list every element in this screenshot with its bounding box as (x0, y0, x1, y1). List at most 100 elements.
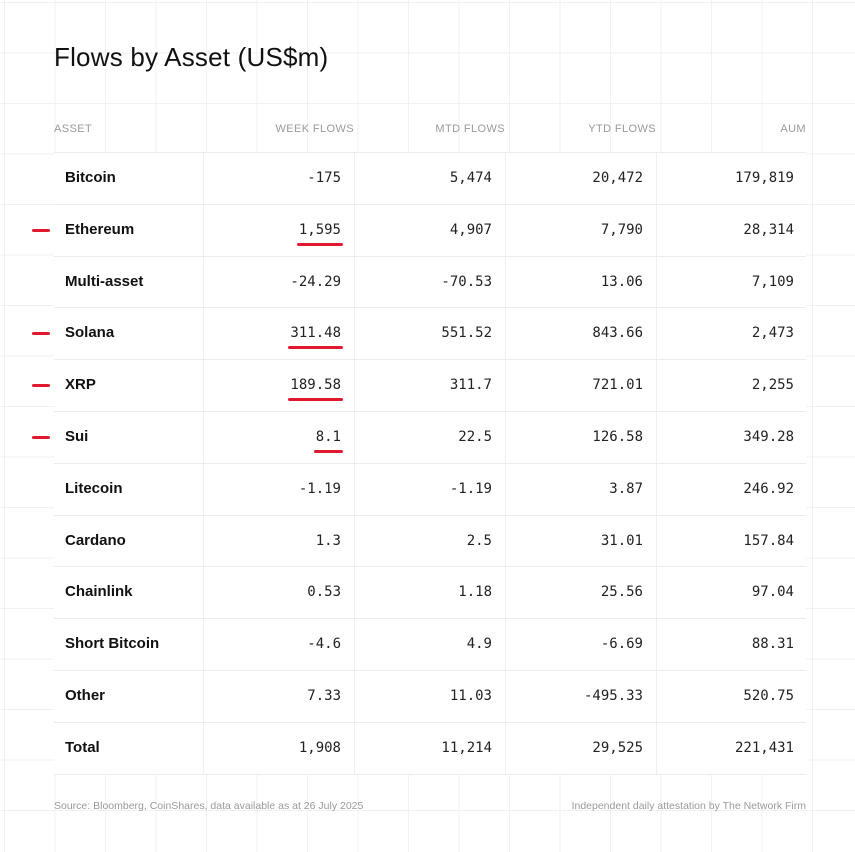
aum-value: 221,431 (734, 739, 794, 756)
week-flows-value: 0.53 (307, 584, 341, 601)
column-divider (505, 722, 506, 774)
mtd-flows-value: 1.18 (458, 584, 492, 601)
table-row: XRP 189.58 311.7 721.01 2,255 (32, 359, 806, 411)
column-divider (354, 722, 355, 774)
header-ytd-flows: YTD FLOWS (588, 123, 656, 135)
mtd-flows-value: -1.19 (449, 480, 492, 497)
table-header: ASSET WEEK FLOWS MTD FLOWS YTD FLOWS AUM (54, 123, 806, 139)
mtd-flows-value: 4.9 (466, 636, 492, 653)
asset-name: Chainlink (65, 583, 133, 601)
mtd-flows-value: 5,474 (449, 170, 492, 186)
highlight-marker (32, 332, 50, 336)
mtd-flows-value: 11,214 (441, 739, 492, 756)
column-divider (354, 153, 355, 204)
highlight-marker (32, 228, 50, 232)
mtd-flows-value: 4,907 (449, 221, 492, 238)
aum-value: 88.31 (751, 636, 794, 653)
mtd-flows-value: 2.5 (466, 532, 492, 549)
ytd-flows-value: 3.87 (609, 480, 643, 497)
column-divider (203, 567, 204, 619)
column-divider (354, 463, 355, 515)
column-divider (505, 463, 506, 515)
column-divider (203, 411, 204, 463)
flows-table: Bitcoin -175 5,474 20,472 179,819 Ethereum 1,5… (32, 152, 806, 775)
table-row: Chainlink 0.53 1.18 25.56 97.04 (54, 566, 806, 619)
mtd-flows-value: 11.03 (449, 687, 492, 704)
column-divider (203, 153, 204, 204)
aum-value: 349.28 (743, 428, 794, 445)
highlight-marker (32, 435, 50, 439)
asset-name: Sui (65, 427, 89, 445)
week-flows-value: -24.29 (290, 273, 341, 290)
column-divider (656, 256, 657, 308)
ytd-flows-value: -6.69 (600, 636, 643, 653)
week-flows-value: 7.33 (307, 687, 341, 704)
ytd-flows-value: 721.01 (592, 377, 643, 394)
column-divider (203, 360, 204, 411)
table-row: Bitcoin -175 5,474 20,472 179,819 (54, 152, 806, 204)
table-row: Short Bitcoin -4.6 4.9 -6.69 88.31 (54, 618, 806, 670)
column-divider (203, 619, 204, 670)
table-row: Other 7.33 11.03 -495.33 520.75 (54, 669, 806, 722)
table-row: Solana 311.48 551.52 843.66 2,473 (32, 307, 806, 360)
aum-value: 246.92 (743, 480, 794, 497)
chart-title: Flows by Asset (US$m) (54, 42, 329, 72)
header-week-flows: WEEK FLOWS (275, 123, 354, 135)
week-flows-value: 311.48 (290, 325, 341, 342)
week-flows-value: 1,908 (298, 739, 341, 756)
footer-attestation: Independent daily attestation by The Net… (571, 800, 806, 812)
week-flows-value: -175 (307, 170, 341, 186)
mtd-flows-value: 22.5 (458, 428, 492, 445)
week-flows-value: -4.6 (307, 636, 341, 653)
column-divider (354, 256, 355, 308)
asset-name: Multi-asset (65, 272, 144, 290)
aum-value: 179,819 (734, 170, 794, 186)
column-divider (354, 515, 355, 567)
column-divider (505, 619, 506, 670)
column-divider (656, 515, 657, 567)
column-divider (203, 670, 204, 722)
column-divider (656, 619, 657, 670)
column-divider (505, 670, 506, 722)
column-divider (354, 204, 355, 256)
ytd-flows-value: 25.56 (600, 584, 643, 601)
mtd-flows-value: -70.53 (441, 273, 492, 290)
week-flows-value: -1.19 (298, 480, 341, 497)
asset-name: Litecoin (65, 479, 123, 497)
footer-source: Source: Bloomberg, CoinShares, data avai… (54, 800, 364, 812)
header-mtd-flows: MTD FLOWS (435, 123, 505, 135)
aum-value: 97.04 (751, 584, 794, 601)
column-divider (354, 567, 355, 619)
asset-name: XRP (65, 376, 96, 394)
column-divider (505, 153, 506, 204)
column-divider (354, 360, 355, 411)
asset-name: Cardano (65, 531, 126, 549)
week-flows-value: 1.3 (315, 532, 341, 549)
column-divider (354, 411, 355, 463)
asset-name: Bitcoin (65, 169, 116, 186)
table-row: Sui 8.1 22.5 126.58 349.28 (32, 410, 806, 463)
column-divider (505, 515, 506, 567)
column-divider (203, 515, 204, 567)
week-flows-value: 8.1 (315, 428, 341, 445)
ytd-flows-value: -495.33 (583, 687, 643, 704)
aum-value: 7,109 (751, 273, 794, 290)
column-divider (505, 204, 506, 256)
week-flows-value: 1,595 (298, 221, 341, 238)
column-divider (354, 308, 355, 360)
week-flow-underline (313, 449, 343, 453)
column-divider (505, 567, 506, 619)
aum-value: 2,255 (751, 377, 794, 394)
column-divider (656, 153, 657, 204)
column-divider (354, 619, 355, 670)
aum-value: 157.84 (743, 532, 794, 549)
ytd-flows-value: 126.58 (592, 428, 643, 445)
asset-name: Short Bitcoin (65, 635, 160, 653)
column-divider (656, 722, 657, 774)
table-row: Litecoin -1.19 -1.19 3.87 246.92 (54, 462, 806, 515)
table-row: Multi-asset -24.29 -70.53 13.06 7,109 (54, 255, 806, 308)
aum-value: 28,314 (743, 221, 794, 238)
column-divider (656, 411, 657, 463)
table-row: Ethereum 1,595 4,907 7,790 28,314 (32, 203, 806, 256)
column-divider (656, 204, 657, 256)
